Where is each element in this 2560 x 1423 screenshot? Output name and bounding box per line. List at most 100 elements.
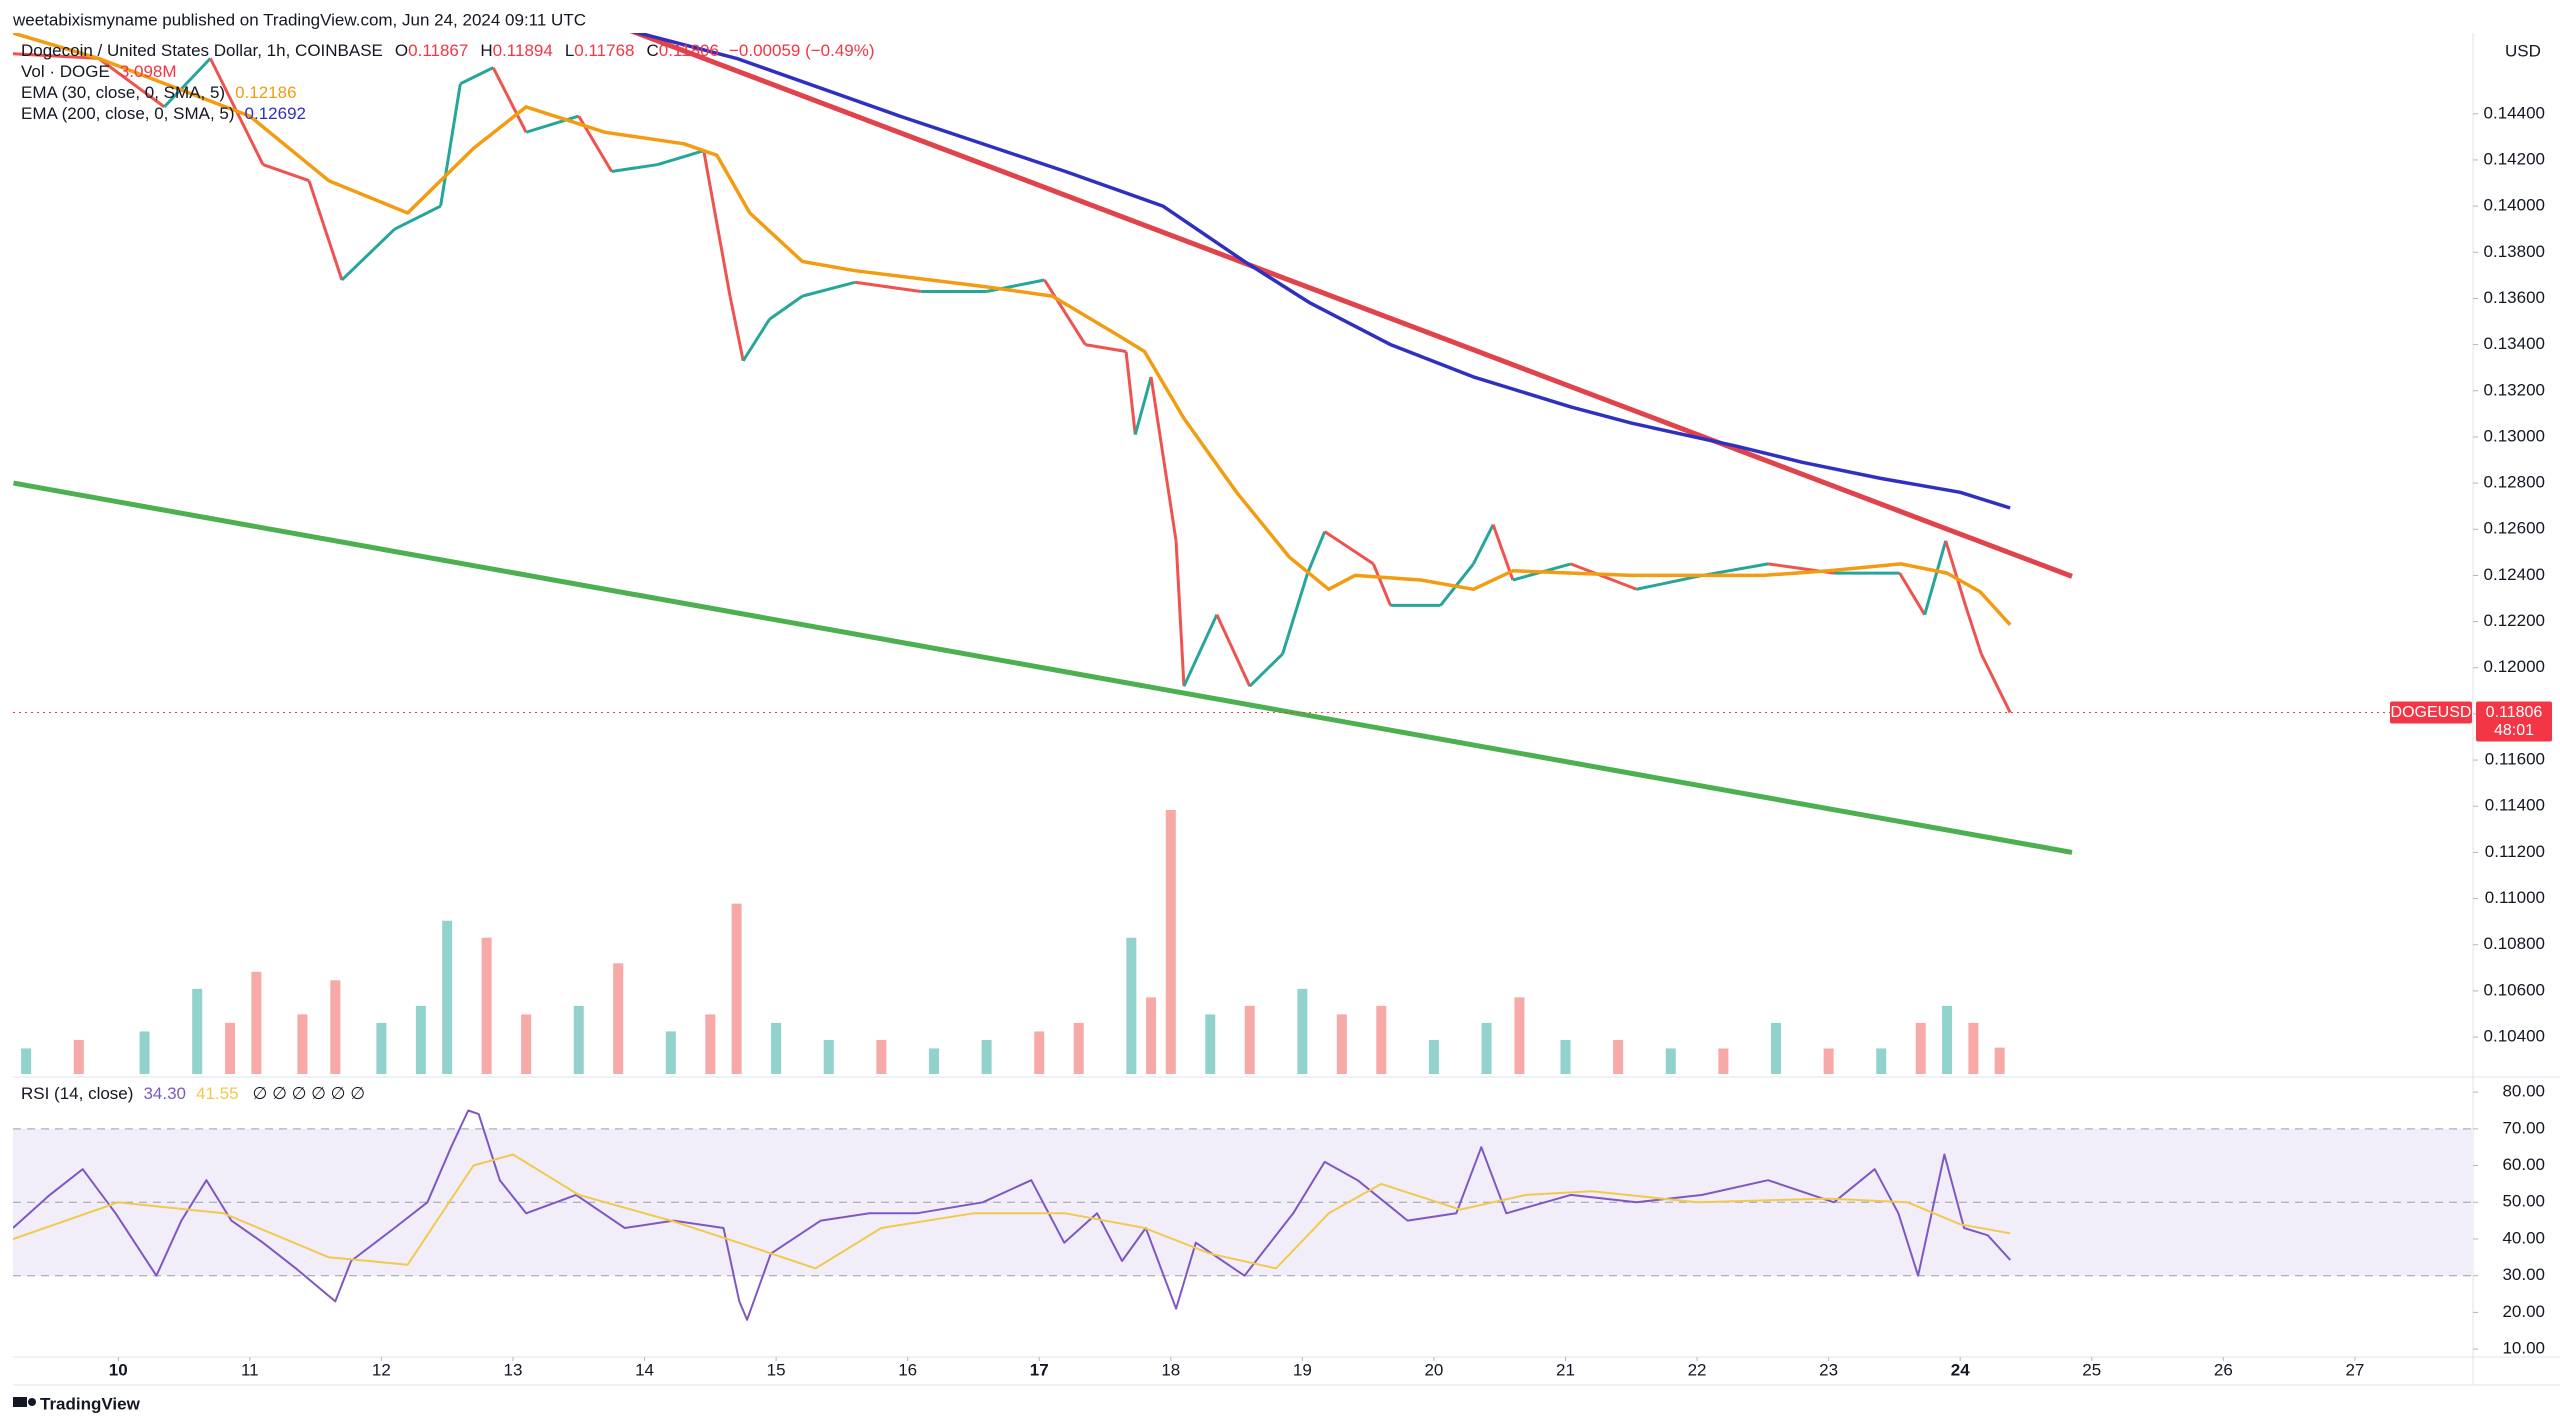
volume-bar (442, 920, 453, 1074)
volume-bar (1876, 1048, 1887, 1074)
publisher: weetabixismyname published on TradingVie… (12, 10, 586, 29)
symbol-tag-text: DOGEUSD (2391, 704, 2472, 721)
legend-line: Vol · DOGE 3.098M (21, 62, 177, 81)
price-segment (439, 83, 462, 207)
y-tick-label: 0.12200 (2484, 611, 2545, 630)
x-tick-label: 20 (1424, 1360, 1443, 1379)
y-tick-label: 0.11600 (2485, 750, 2545, 769)
y-tick-label: 0.13600 (2484, 288, 2545, 307)
legend-text: 0.12186 (235, 83, 296, 102)
volume-bar (823, 1039, 834, 1074)
x-tick-label: 13 (503, 1360, 522, 1379)
price-segment (1702, 562, 1769, 577)
price-segment (1085, 343, 1127, 354)
volume-bar (297, 1014, 308, 1074)
legend-text: H (480, 41, 492, 60)
legend-line: Dogecoin / United States Dollar, 1h, COI… (21, 41, 875, 60)
price-segment (1372, 563, 1392, 607)
volume-bar (928, 1048, 939, 1074)
price-tag (2476, 701, 2552, 742)
legend-text: 0.11894 (493, 41, 553, 60)
price-segment (702, 150, 732, 297)
y-tick-label: 0.13400 (2484, 334, 2545, 353)
volume-bar (1336, 1014, 1347, 1074)
series-line (629, 33, 2073, 579)
price-segment (728, 295, 745, 362)
volume-bar (1560, 1039, 1571, 1074)
price-segment (1472, 523, 1495, 565)
price-segment (1281, 572, 1310, 655)
y-tick-label: 50.00 (2502, 1192, 2545, 1211)
price-segment (1964, 604, 1983, 655)
price-segment (802, 280, 856, 298)
y-tick-label: 10.00 (2502, 1339, 2545, 1358)
volume-bar (1146, 997, 1157, 1074)
y-tick-label: 20.00 (2502, 1302, 2545, 1321)
price-segment (1043, 279, 1087, 346)
y-tick-label: 0.12600 (2484, 519, 2545, 538)
price-segment (491, 66, 528, 133)
price-segment (657, 149, 705, 167)
x-tick-label: 23 (1819, 1360, 1838, 1379)
x-tick-label: 17 (1030, 1360, 1049, 1379)
x-tick-label: 18 (1161, 1360, 1180, 1379)
y-tick-label: 0.13800 (2484, 242, 2545, 261)
y-tick-label: 70.00 (2502, 1118, 2545, 1137)
plot-area (13, 33, 2073, 1074)
price-segment (1898, 572, 1926, 616)
series-line (13, 480, 2073, 855)
volume-bar (1376, 1005, 1387, 1074)
x-tick-label: 26 (2214, 1360, 2233, 1379)
volume-bar (251, 971, 262, 1074)
y-tick-label: 0.12000 (2484, 657, 2545, 676)
legend-text: 0.12692 (245, 104, 306, 123)
volume-bar (481, 937, 492, 1074)
price-segment (854, 280, 922, 294)
volume-bar (1771, 1022, 1782, 1074)
volume-bar (139, 1031, 150, 1074)
legend-text: Vol · DOGE (21, 62, 110, 81)
legend-text: Dogecoin / United States Dollar, 1h, COI… (21, 41, 383, 60)
legend-line: RSI (14, close) 34.30 41.55 ∅ ∅ ∅ ∅ ∅ ∅ (21, 1084, 365, 1103)
y-tick-label: 0.12400 (2484, 565, 2545, 584)
volume-bar (1665, 1048, 1676, 1074)
legend-text: EMA (30, close, 0, SMA, 5) (21, 83, 225, 102)
price-segment (1306, 531, 1327, 574)
footer-logo (13, 1397, 36, 1407)
price-segment (307, 180, 344, 281)
y-tick-label: 60.00 (2502, 1155, 2545, 1174)
y-tick-label: 0.12800 (2484, 473, 2545, 492)
legend-text: 0.11867 (408, 41, 468, 60)
price-segment (1182, 614, 1219, 687)
price-segment (1248, 652, 1284, 688)
volume-bar (613, 963, 624, 1074)
y-tick-label: 0.11000 (2485, 888, 2545, 907)
price-segment (340, 228, 396, 282)
volume-bar (771, 1022, 782, 1074)
volume-bar (376, 1022, 387, 1074)
volume-bar (1244, 1005, 1255, 1074)
volume-bar (1165, 810, 1176, 1074)
y-tick-label: 0.14000 (2484, 196, 2545, 215)
legend-text: 34.30 (143, 1084, 186, 1103)
price-segment (1979, 653, 2012, 714)
volume-bar (225, 1022, 236, 1074)
price-segment (1923, 540, 1948, 616)
price-tag-text: 0.11806 (2486, 704, 2543, 721)
price-segment (459, 66, 494, 86)
price-segment (1149, 376, 1178, 542)
price-segment (1133, 376, 1153, 436)
volume-bar (521, 1014, 532, 1074)
price-segment (1570, 562, 1638, 591)
volume-bar (876, 1039, 887, 1074)
volume-bar (1968, 1022, 1979, 1074)
price-segment (1174, 540, 1186, 687)
price-segment (13, 52, 99, 60)
y-tick-label: 0.11400 (2485, 796, 2545, 815)
legend-text: ∅ ∅ ∅ ∅ ∅ ∅ (253, 1084, 365, 1103)
x-tick-label: 24 (1951, 1360, 1970, 1379)
series-line (13, 1153, 2011, 1270)
volume-bar (731, 903, 742, 1074)
x-tick-label: 14 (635, 1360, 654, 1379)
series-line (13, 1109, 2011, 1321)
